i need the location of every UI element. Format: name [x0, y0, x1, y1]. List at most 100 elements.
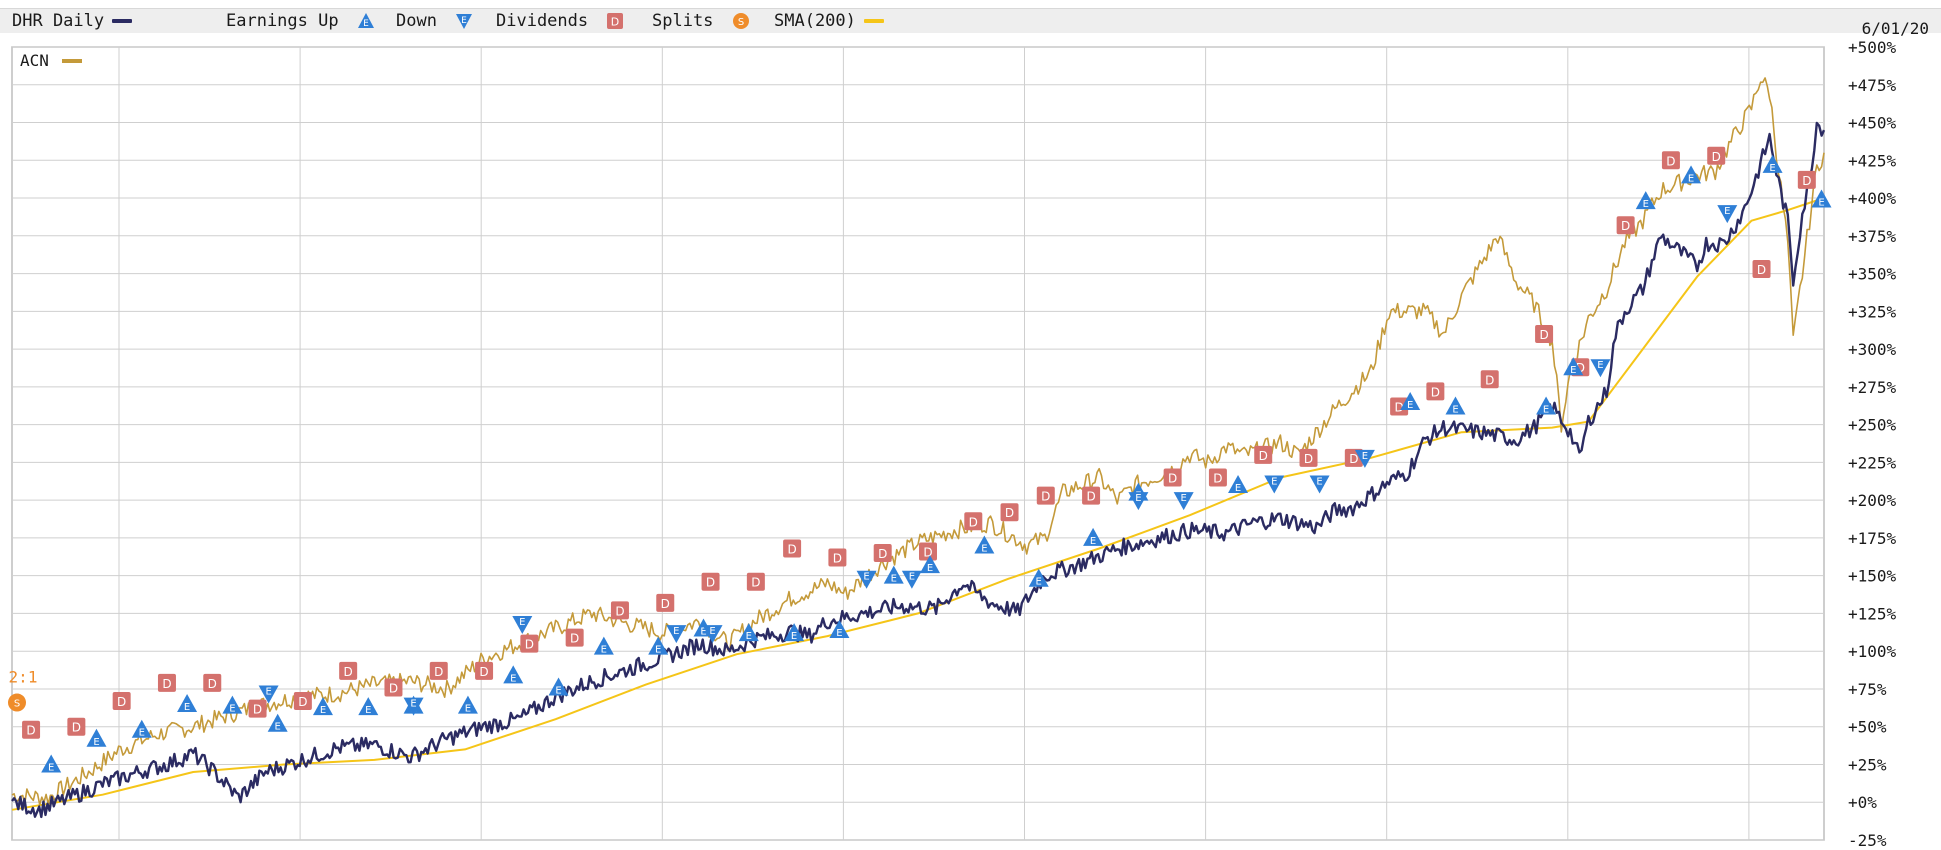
dividend-marker	[293, 692, 312, 711]
y-axis-labels: +500% +475% +450% +425% +400% +375% +350% +325%…	[1848, 38, 1897, 850]
dividend-marker-glyph: D	[72, 721, 81, 735]
svg-text:D: D	[611, 16, 619, 29]
circle-S-icon: S	[732, 13, 749, 29]
dividend-marker-glyph: D	[1394, 400, 1403, 414]
y-tick-label: +125%	[1848, 604, 1897, 623]
earnings-up-marker	[1536, 396, 1557, 415]
earnings-marker-glyph: E	[265, 686, 271, 697]
earnings-down-marker	[1354, 449, 1375, 468]
earnings-down-marker	[1173, 492, 1194, 511]
y-tick-label: +475%	[1848, 76, 1897, 95]
dividend-marker-glyph: D	[1005, 506, 1014, 520]
dividend-marker	[520, 634, 539, 653]
dividend-marker-glyph: D	[1621, 219, 1630, 233]
earnings-up-marker	[648, 636, 669, 655]
dividend-marker-glyph: D	[389, 681, 398, 695]
svg-text:E: E	[461, 16, 467, 26]
split-ratio-label: 2:1	[9, 668, 38, 687]
dividend-marker	[1797, 170, 1816, 189]
legend-bar: DHR Daily Earnings Up E Down E Dividends…	[0, 8, 1941, 38]
dividend-marker	[656, 593, 675, 612]
dividend-marker-glyph: D	[434, 665, 443, 679]
earnings-marker-glyph: E	[1090, 536, 1096, 547]
y-tick-label: +275%	[1848, 378, 1897, 397]
split-marker-glyph: S	[14, 699, 20, 710]
dividend-marker	[248, 699, 267, 718]
earnings-down-marker	[856, 570, 877, 589]
earnings-marker-glyph: E	[700, 627, 706, 638]
earnings-marker-glyph: E	[836, 628, 842, 639]
dividend-marker	[1616, 216, 1635, 235]
dividend-marker	[701, 572, 720, 591]
square-D-icon: D	[607, 13, 624, 29]
dividend-marker-glyph: D	[615, 604, 624, 618]
earnings-up-marker	[503, 665, 524, 684]
y-tick-label: +250%	[1848, 416, 1897, 435]
earnings-marker-glyph: E	[519, 617, 525, 628]
inset-legend: ACN	[13, 48, 87, 74]
earnings-up-marker	[920, 555, 940, 574]
dividend-marker-glyph: D	[969, 515, 978, 529]
earnings-marker-glyph: E	[1271, 477, 1277, 488]
earnings-up-marker	[86, 728, 107, 747]
earnings-down-marker	[1264, 475, 1285, 494]
earnings-down-marker	[403, 697, 424, 716]
earnings-up-marker	[784, 623, 805, 642]
earnings-up-marker	[1635, 191, 1656, 210]
dividend-marker	[1752, 260, 1771, 279]
earnings-marker-glyph: E	[1036, 577, 1042, 588]
dividend-marker-glyph: D	[878, 547, 887, 561]
plot-frame	[11, 46, 1825, 841]
earnings-marker-glyph: E	[365, 705, 371, 716]
y-tick-label: -25%	[1848, 831, 1887, 850]
earnings-marker-glyph: E	[1643, 199, 1649, 210]
dividend-marker-glyph: D	[923, 545, 932, 559]
dividend-marker-glyph: D	[787, 542, 796, 556]
y-tick-label: +350%	[1848, 265, 1897, 284]
dividend-marker	[1000, 503, 1019, 522]
y-tick-label: +150%	[1848, 567, 1897, 586]
earnings-up-marker	[548, 677, 569, 696]
legend-dividends-label: Dividends	[496, 11, 589, 31]
earnings-down-marker	[1128, 492, 1149, 511]
earnings-marker-glyph: E	[1452, 404, 1458, 415]
dividend-marker	[1036, 486, 1055, 505]
earnings-up-marker	[1083, 527, 1104, 546]
earnings-up-marker	[1028, 568, 1049, 587]
earnings-up-marker	[1681, 165, 1702, 184]
legend-dividends: Dividends D	[496, 9, 624, 33]
legend-splits: Splits S	[652, 9, 750, 33]
dividend-marker	[1707, 146, 1726, 165]
svg-text:S: S	[737, 17, 743, 28]
earnings-marker-glyph: E	[1316, 477, 1322, 488]
earnings-down-marker	[1717, 205, 1738, 224]
dividend-marker	[746, 572, 765, 591]
sma-swatch	[863, 19, 884, 23]
earnings-marker-glyph: E	[1818, 198, 1824, 209]
dividend-marker	[384, 678, 403, 697]
legend-sma-label: SMA(200)	[774, 11, 856, 31]
dividend-marker	[1299, 448, 1318, 467]
legend-earnings-down: Down E	[396, 9, 473, 33]
dividend-marker	[203, 673, 222, 692]
split-marker	[8, 693, 26, 712]
dividend-marker	[783, 539, 802, 558]
dividend-marker	[157, 673, 176, 692]
dividend-marker-glyph: D	[1086, 490, 1095, 504]
earnings-marker-glyph: E	[1724, 206, 1730, 217]
earnings-marker-glyph: E	[1688, 173, 1694, 184]
earnings-up-marker	[131, 719, 152, 738]
earnings-marker-glyph: E	[184, 702, 190, 713]
earnings-marker-glyph: E	[48, 762, 54, 773]
y-tick-label: +400%	[1848, 189, 1897, 208]
dividend-marker-glyph: D	[1431, 385, 1440, 399]
dividend-marker	[1082, 486, 1101, 505]
dividend-marker-glyph: D	[479, 665, 488, 679]
dividend-marker-glyph: D	[570, 632, 579, 646]
y-tick-label: +200%	[1848, 491, 1897, 510]
dividend-marker	[828, 548, 847, 567]
earnings-marker-glyph: E	[410, 699, 416, 710]
earnings-down-marker	[666, 625, 687, 644]
earnings-marker-glyph: E	[1543, 404, 1549, 415]
earnings-up-marker	[883, 565, 904, 584]
